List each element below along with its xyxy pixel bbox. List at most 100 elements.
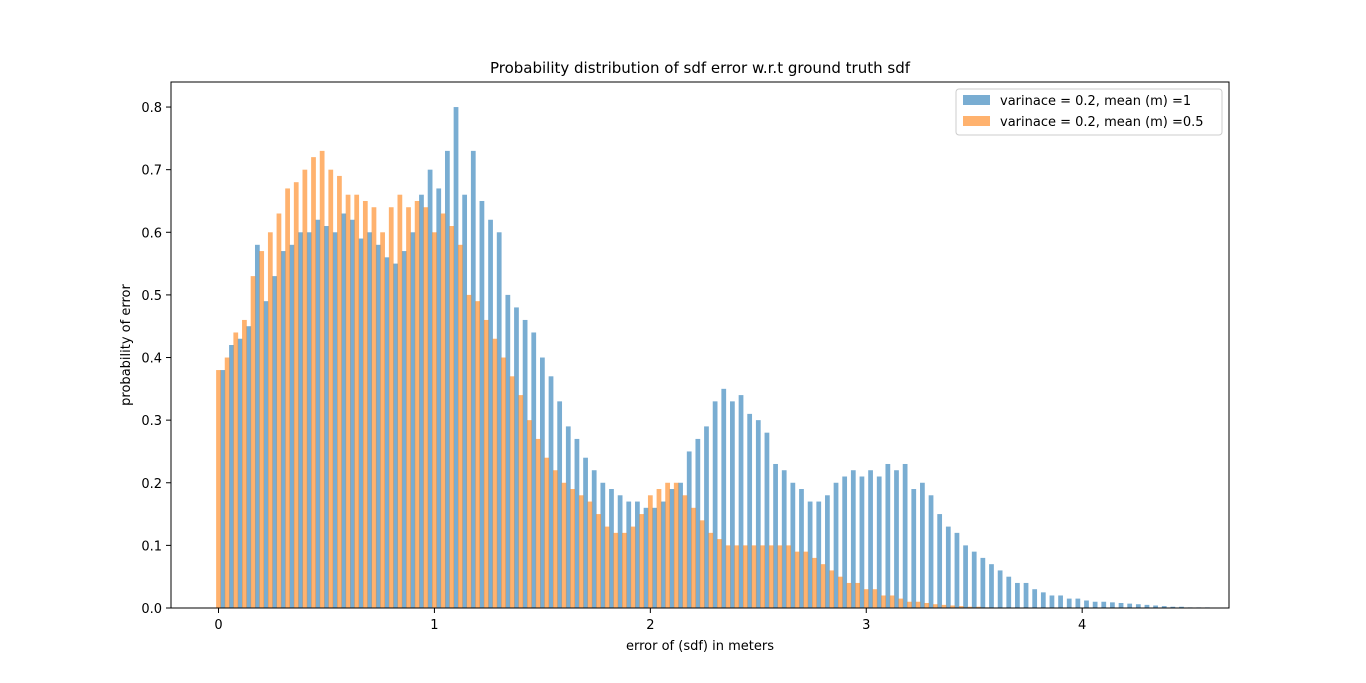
bar-series-1-96	[1049, 595, 1055, 608]
bar-series-2-60	[734, 545, 740, 608]
legend-box	[955, 88, 1223, 136]
bar-series-2-86	[958, 606, 964, 608]
bar-series-2-43	[587, 501, 593, 608]
bar-series-2-5	[259, 251, 265, 608]
bar-series-2-52	[665, 482, 670, 608]
bar-series-1-54	[686, 451, 692, 608]
bar-series-1-38	[548, 376, 554, 608]
bar-series-2-56	[699, 520, 705, 608]
bar-series-1-71	[833, 482, 839, 608]
bar-series-1-66	[790, 482, 796, 608]
bar-series-1-57	[712, 401, 718, 608]
bar-series-1-0	[220, 370, 226, 608]
bar-series-2-88	[976, 606, 981, 608]
bar-series-1-13	[332, 232, 338, 609]
bar-series-2-16	[354, 194, 360, 608]
bar-series-2-31	[483, 319, 489, 608]
bar-series-1-105	[1127, 603, 1133, 608]
bar-series-1-62	[755, 420, 761, 608]
bar-series-1-40	[565, 426, 571, 608]
bar-series-1-51	[660, 501, 666, 608]
bar-series-1-73	[850, 470, 856, 608]
bar-series-2-85	[950, 605, 955, 608]
bar-series-1-82	[928, 495, 934, 608]
bar-series-1-6	[272, 276, 278, 608]
bar-series-1-75	[868, 470, 873, 608]
y-tick-label: 0.0	[141, 602, 162, 617]
bar-series-1-72	[842, 476, 848, 608]
bar-series-1-77	[885, 463, 891, 608]
bar-series-2-68	[803, 551, 809, 608]
bar-series-2-26	[440, 213, 446, 608]
bar-series-1-42	[583, 457, 588, 608]
bar-series-2-83	[932, 604, 938, 608]
bar-series-2-70	[820, 564, 826, 608]
bar-series-1-97	[1058, 595, 1063, 608]
bar-series-1-59	[730, 401, 735, 608]
bar-series-1-8	[289, 244, 295, 608]
bar-series-1-5	[263, 301, 269, 608]
bar-series-1-102	[1101, 601, 1107, 608]
x-tick-label: 0	[214, 618, 222, 633]
bar-series-1-61	[747, 413, 753, 608]
bar-series-1-18	[375, 244, 381, 608]
bar-series-1-55	[695, 438, 701, 608]
bar-series-1-11	[315, 219, 321, 608]
bar-series-1-19	[384, 257, 390, 608]
bar-series-2-30	[475, 301, 480, 608]
bar-series-1-24	[427, 169, 433, 609]
bar-series-2-71	[829, 570, 835, 608]
bar-series-2-24	[423, 207, 429, 609]
bar-series-2-61	[742, 545, 748, 608]
bar-series-1-31	[488, 219, 493, 608]
legend-label-series-2: varinace = 0.2, mean (m) =0.5	[1000, 115, 1204, 130]
bar-series-1-30	[479, 200, 485, 609]
bar-series-1-91	[1006, 576, 1012, 608]
bar-series-2-72	[837, 576, 843, 608]
bar-series-1-88	[980, 557, 986, 608]
bar-series-2-17	[362, 200, 368, 609]
bar-series-1-17	[367, 232, 373, 609]
bar-series-1-10	[306, 232, 312, 609]
bar-series-2-65	[777, 545, 783, 608]
bar-series-2-28	[457, 244, 463, 608]
bar-series-2-81	[915, 601, 921, 608]
bar-series-1-32	[496, 232, 502, 609]
bar-series-2-62	[751, 545, 757, 608]
y-axis-ticks: 0.0 0.1 0.2 0.3 0.4 0.5 0.6 0.7 0.8	[141, 101, 171, 617]
bar-series-1-22	[410, 232, 416, 609]
bar-series-1-79	[902, 463, 908, 608]
x-tick-label: 3	[862, 618, 870, 633]
bar-series-2-87	[967, 606, 973, 608]
bar-series-2-76	[872, 589, 878, 608]
bar-series-1-74	[859, 476, 865, 608]
bar-series-1-44	[600, 482, 606, 608]
bar-series-1-56	[704, 426, 709, 608]
bar-series-1-45	[609, 489, 614, 608]
bar-series-1-7	[280, 251, 286, 608]
bar-series-1-27	[453, 107, 459, 609]
bar-series-1-101	[1092, 601, 1098, 608]
bar-series-1-83	[937, 514, 943, 608]
plot-frame	[170, 81, 1230, 609]
bar-series-1-81	[920, 482, 925, 608]
y-tick-label: 0.2	[141, 477, 162, 492]
bar-series-2-47	[622, 532, 627, 608]
bar-series-2-84	[941, 604, 947, 608]
bar-series-2-13	[328, 169, 334, 609]
y-tick-label: 0.6	[141, 226, 162, 241]
y-axis-label: probability of error	[119, 284, 134, 406]
bar-series-2-3	[242, 319, 247, 608]
bar-series-1-93	[1023, 582, 1029, 608]
bar-series-1-25	[436, 188, 442, 608]
bar-series-1-33	[505, 294, 511, 608]
bar-series-1-108	[1153, 605, 1158, 608]
bar-series-1-90	[997, 570, 1003, 608]
bar-series-1-14	[341, 213, 347, 608]
bar-series-1-100	[1084, 600, 1089, 608]
bar-series-1-98	[1066, 598, 1072, 608]
bar-series-1-87	[971, 551, 977, 608]
y-tick-label: 0.7	[141, 164, 162, 179]
bar-series-2-55	[691, 507, 696, 608]
legend-swatch-series-2	[963, 116, 990, 126]
